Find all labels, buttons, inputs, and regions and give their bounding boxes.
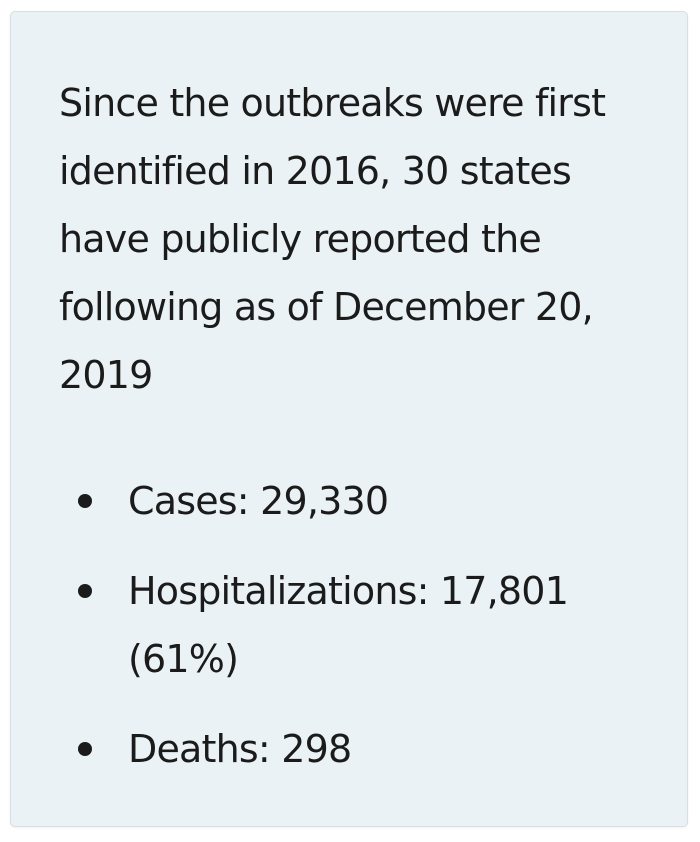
stat-hospitalizations-text: Hospitalizations: 17,801 (61%) — [128, 569, 569, 681]
stats-list: Cases: 29,330 Hospitalizations: 17,801 (… — [59, 467, 639, 805]
stat-deaths-text: Deaths: 298 — [128, 727, 352, 771]
stat-item-cases: Cases: 29,330 — [59, 467, 639, 535]
stat-item-hospitalizations: Hospitalizations: 17,801 (61%) — [59, 557, 639, 693]
stat-cases-text: Cases: 29,330 — [128, 479, 389, 523]
intro-paragraph: Since the outbreaks were first identifie… — [59, 81, 606, 397]
info-callout-box: Since the outbreaks were first identifie… — [10, 11, 688, 827]
bullet-icon — [78, 742, 92, 756]
bullet-icon — [78, 494, 92, 508]
bullet-icon — [78, 584, 92, 598]
stat-item-deaths: Deaths: 298 — [59, 715, 639, 783]
